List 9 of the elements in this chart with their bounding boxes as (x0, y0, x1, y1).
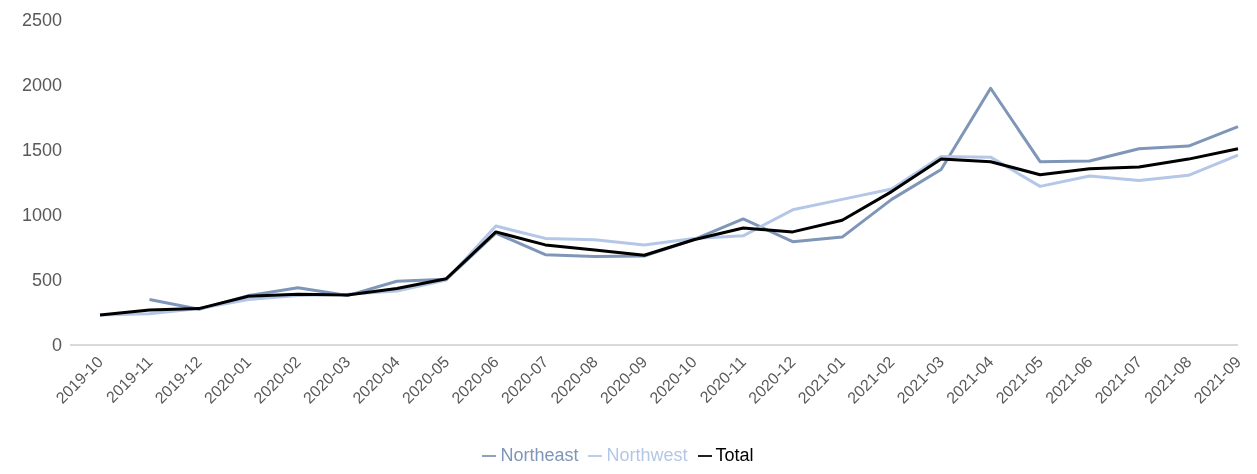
y-tick-label: 2500 (21, 10, 62, 31)
legend-label: Northeast (500, 445, 579, 465)
y-tick-label: 1000 (21, 205, 62, 226)
y-tick-label: 1500 (21, 140, 62, 161)
legend-label: Total (715, 445, 754, 465)
y-tick-label: 0 (51, 335, 62, 356)
y-tick-label: 2000 (21, 75, 62, 96)
y-tick-label: 500 (31, 270, 62, 291)
legend-label: Northwest (606, 445, 688, 465)
